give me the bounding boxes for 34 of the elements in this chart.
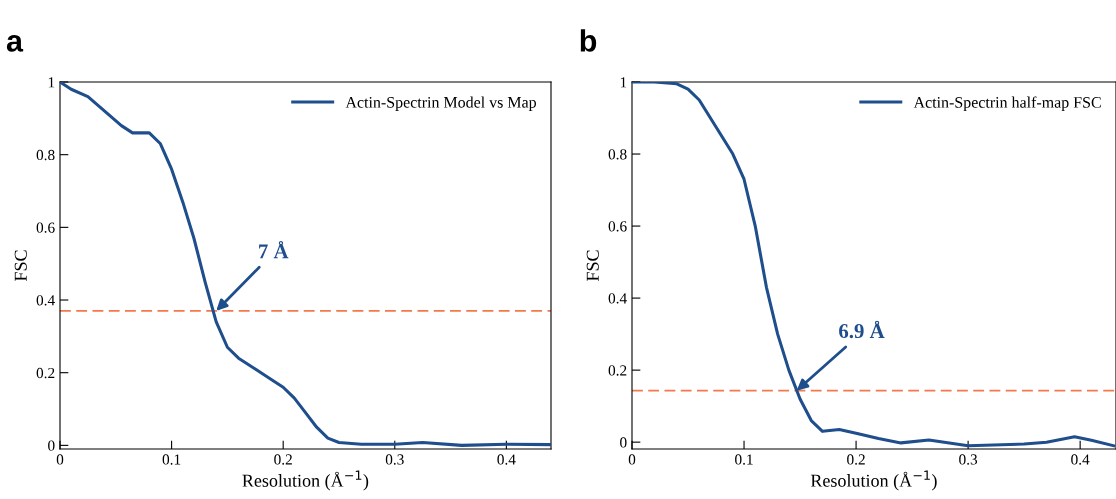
- y-tick-label: 0.2: [36, 367, 55, 379]
- x-tick-label: 0.3: [385, 454, 404, 465]
- y-tick-label: 0: [620, 437, 627, 448]
- line-series: [60, 82, 551, 447]
- y-tick-label: 0.8: [36, 149, 55, 161]
- y-tick-label: 0: [48, 440, 55, 451]
- x-tick-label: 0: [628, 454, 636, 465]
- y-tick-label: 0.4: [36, 295, 55, 306]
- chart-title: a: [6, 35, 24, 52]
- x-tick-label: 0.4: [1071, 454, 1090, 465]
- x-tick-label: 0.4: [497, 454, 516, 465]
- chart-title: b: [580, 29, 597, 52]
- line-series: [632, 82, 1116, 448]
- y-tick-label: 0.4: [608, 293, 627, 304]
- y-tick-label: 0.2: [608, 365, 627, 376]
- y-tick-label: 0.6: [608, 221, 627, 232]
- y-tick-label: 1: [620, 77, 627, 88]
- legend-label: Actin-Spectrin half-map FSC: [913, 96, 1101, 112]
- x-axis-title: Resolution (Å$^{−1}$): [242, 470, 369, 491]
- y-tick-label: 0.8: [608, 149, 627, 160]
- y-tick-label: 0.6: [36, 222, 55, 233]
- x-axis-title: Resolution (Å$^{−1}$): [810, 470, 937, 491]
- annotation: 7 Å: [259, 240, 289, 259]
- x-tick-label: 0: [56, 454, 64, 465]
- x-tick-label: 0.1: [735, 454, 753, 465]
- y-axis-title: FSC: [586, 250, 599, 282]
- y-tick-label: 1: [48, 77, 55, 88]
- x-tick-label: 0.1: [162, 454, 181, 465]
- y-axis-title: FSC: [14, 250, 27, 282]
- legend-label: Actin-Spectrin Model vs Map: [345, 96, 536, 111]
- annotation: 6.9 Å: [839, 320, 885, 339]
- x-tick-label: 0.3: [959, 454, 978, 465]
- x-tick-label: 0.2: [274, 454, 292, 465]
- x-tick-label: 0.2: [847, 454, 865, 465]
